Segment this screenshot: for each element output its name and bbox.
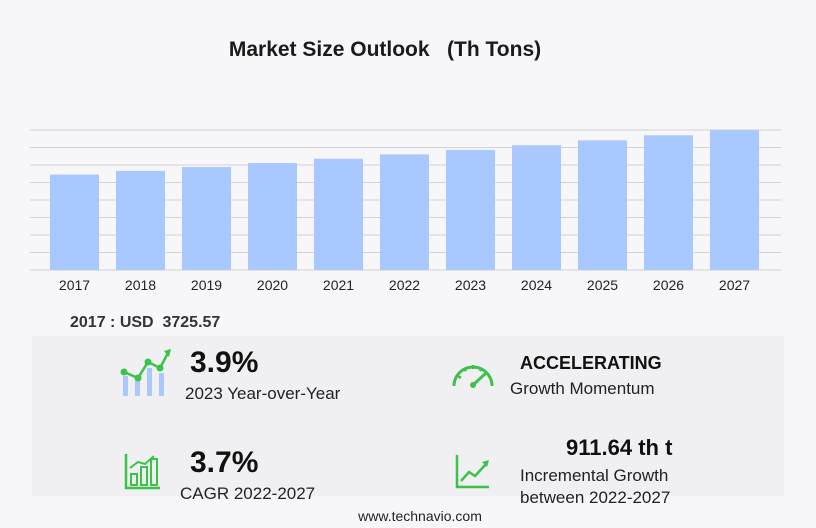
x-tick-2020: 2020 xyxy=(257,277,288,293)
x-tick-2025: 2025 xyxy=(587,277,618,293)
incremental-label-line1: Incremental Growth xyxy=(520,466,669,485)
momentum-value: ACCELERATING xyxy=(520,353,662,373)
bar-chart: 2017 2018 2019 2020 2021 2022 2023 2024 2025 2026… xyxy=(30,129,781,293)
x-tick-2019: 2019 xyxy=(191,277,222,293)
incremental-value: 911.64 th t xyxy=(566,435,673,460)
x-tick-2021: 2021 xyxy=(323,277,354,293)
bars xyxy=(50,130,759,270)
bar-2020 xyxy=(248,163,297,270)
x-tick-2027: 2027 xyxy=(719,277,750,293)
bar-2018 xyxy=(116,170,165,270)
x-tick-2018: 2018 xyxy=(125,277,156,293)
cagr-label: CAGR 2022-2027 xyxy=(180,484,316,503)
growth-chart-icon xyxy=(120,349,171,396)
footer-url: www.technavio.com xyxy=(358,508,482,524)
bar-2017 xyxy=(50,174,99,270)
bar-2021 xyxy=(314,158,363,270)
x-tick-labels: 2017 2018 2019 2020 2021 2022 2023 2024 2025 2026… xyxy=(59,277,750,293)
bar-2025 xyxy=(578,140,627,270)
bar-2022 xyxy=(380,154,429,270)
speedometer-icon xyxy=(452,365,494,388)
x-tick-2026: 2026 xyxy=(653,277,684,293)
x-tick-2023: 2023 xyxy=(455,277,486,293)
bar-2019 xyxy=(182,167,231,270)
x-tick-2022: 2022 xyxy=(389,277,420,293)
x-tick-2017: 2017 xyxy=(59,277,90,293)
incremental-label-line2: between 2022-2027 xyxy=(520,488,671,507)
bar-2026 xyxy=(644,135,693,270)
bar-chart-icon xyxy=(124,454,160,490)
bar-2023 xyxy=(446,149,495,270)
line-chart-icon xyxy=(455,455,489,489)
chart-title: Market Size Outlook (Th Tons) xyxy=(228,38,542,61)
yoy-label: 2023 Year-over-Year xyxy=(185,384,341,403)
base-year-value: 2017 : USD 3725.57 xyxy=(70,314,221,331)
momentum-label: Growth Momentum xyxy=(510,379,655,398)
bar-2027 xyxy=(710,130,759,270)
bar-2024 xyxy=(512,145,561,270)
x-tick-2024: 2024 xyxy=(521,277,552,293)
yoy-value: 3.9% xyxy=(190,346,259,379)
cagr-value: 3.7% xyxy=(190,446,259,479)
